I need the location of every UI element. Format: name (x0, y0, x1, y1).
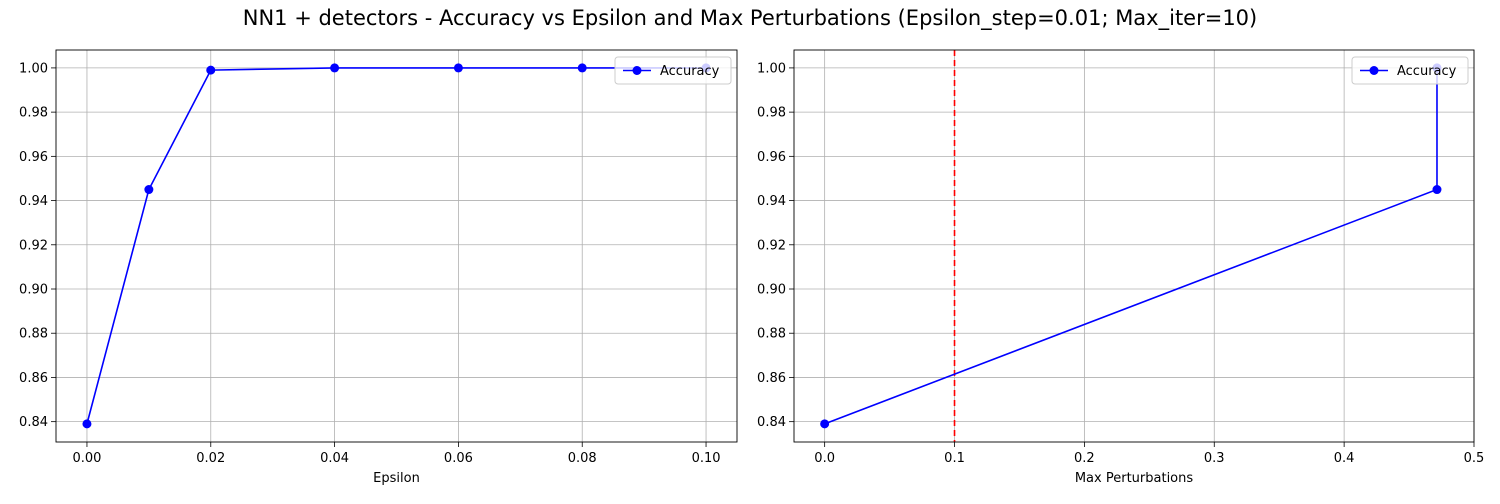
data-point (820, 419, 830, 429)
y-tick-label: 0.88 (757, 327, 786, 342)
series-line (824, 67, 1438, 425)
figure-title: NN1 + detectors - Accuracy vs Epsilon an… (242, 6, 1258, 30)
y-tick-label: 0.94 (757, 194, 786, 209)
x-tick-label: 0.2 (1074, 451, 1095, 466)
y-tick-label: 0.96 (19, 150, 48, 165)
legend: Accuracy (1351, 56, 1469, 85)
y-tick-label: 0.84 (757, 415, 786, 430)
x-axis-label: Max Perturbations (1075, 471, 1194, 486)
legend: Accuracy (614, 56, 732, 85)
data-point (144, 185, 154, 195)
x-tick-label: 0.4 (1334, 451, 1355, 466)
x-tick-label: 0.5 (1464, 451, 1485, 466)
data-point (577, 63, 587, 73)
x-tick-label: 0.02 (196, 451, 225, 466)
legend-label: Accuracy (660, 64, 720, 79)
legend-label: Accuracy (1397, 64, 1457, 79)
series-line (86, 67, 707, 425)
x-tick-label: 0.08 (568, 451, 597, 466)
x-tick-label: 0.06 (444, 451, 473, 466)
plot-panel-2: 0.0 0.1 0.2 0.3 0.4 0.5 0.84 0.86 0.88 0.90 0.92 0.… (757, 49, 1485, 486)
plot-panel-1: 0.00 0.02 0.04 0.06 0.08 0.10 0.84 0.86 0.88 0.90… (19, 49, 738, 486)
x-tick-label: 0.04 (320, 451, 349, 466)
y-tick-label: 0.90 (19, 283, 48, 298)
legend-marker (632, 66, 642, 75)
y-tick-label: 0.86 (19, 371, 48, 386)
x-tick-label: 0.0 (814, 451, 835, 466)
y-tick-label: 0.84 (19, 415, 48, 430)
y-tick-label: 0.92 (19, 238, 48, 253)
data-point (206, 65, 216, 75)
y-tick-label: 1.00 (757, 61, 786, 76)
legend-box (1351, 56, 1469, 85)
axes-frame (55, 49, 738, 443)
data-point (453, 63, 463, 73)
x-tick-label: 0.3 (1204, 451, 1225, 466)
x-tick-label: 0.10 (692, 451, 721, 466)
y-tick-label: 0.98 (19, 106, 48, 121)
y-tick-label: 0.94 (19, 194, 48, 209)
data-point (330, 63, 340, 73)
axes-frame (793, 49, 1475, 443)
y-tick-label: 0.86 (757, 371, 786, 386)
data-point (1432, 185, 1442, 195)
y-tick-label: 1.00 (19, 61, 48, 76)
data-point (82, 419, 92, 429)
legend-marker (1369, 66, 1379, 75)
y-tick-label: 0.96 (757, 150, 786, 165)
y-tick-label: 0.98 (757, 106, 786, 121)
y-tick-label: 0.90 (757, 283, 786, 298)
legend-box (614, 56, 732, 85)
y-tick-label: 0.88 (19, 327, 48, 342)
x-axis-label: Epsilon (373, 471, 420, 486)
x-tick-label: 0.00 (72, 451, 101, 466)
x-tick-label: 0.1 (944, 451, 965, 466)
y-tick-label: 0.92 (757, 238, 786, 253)
